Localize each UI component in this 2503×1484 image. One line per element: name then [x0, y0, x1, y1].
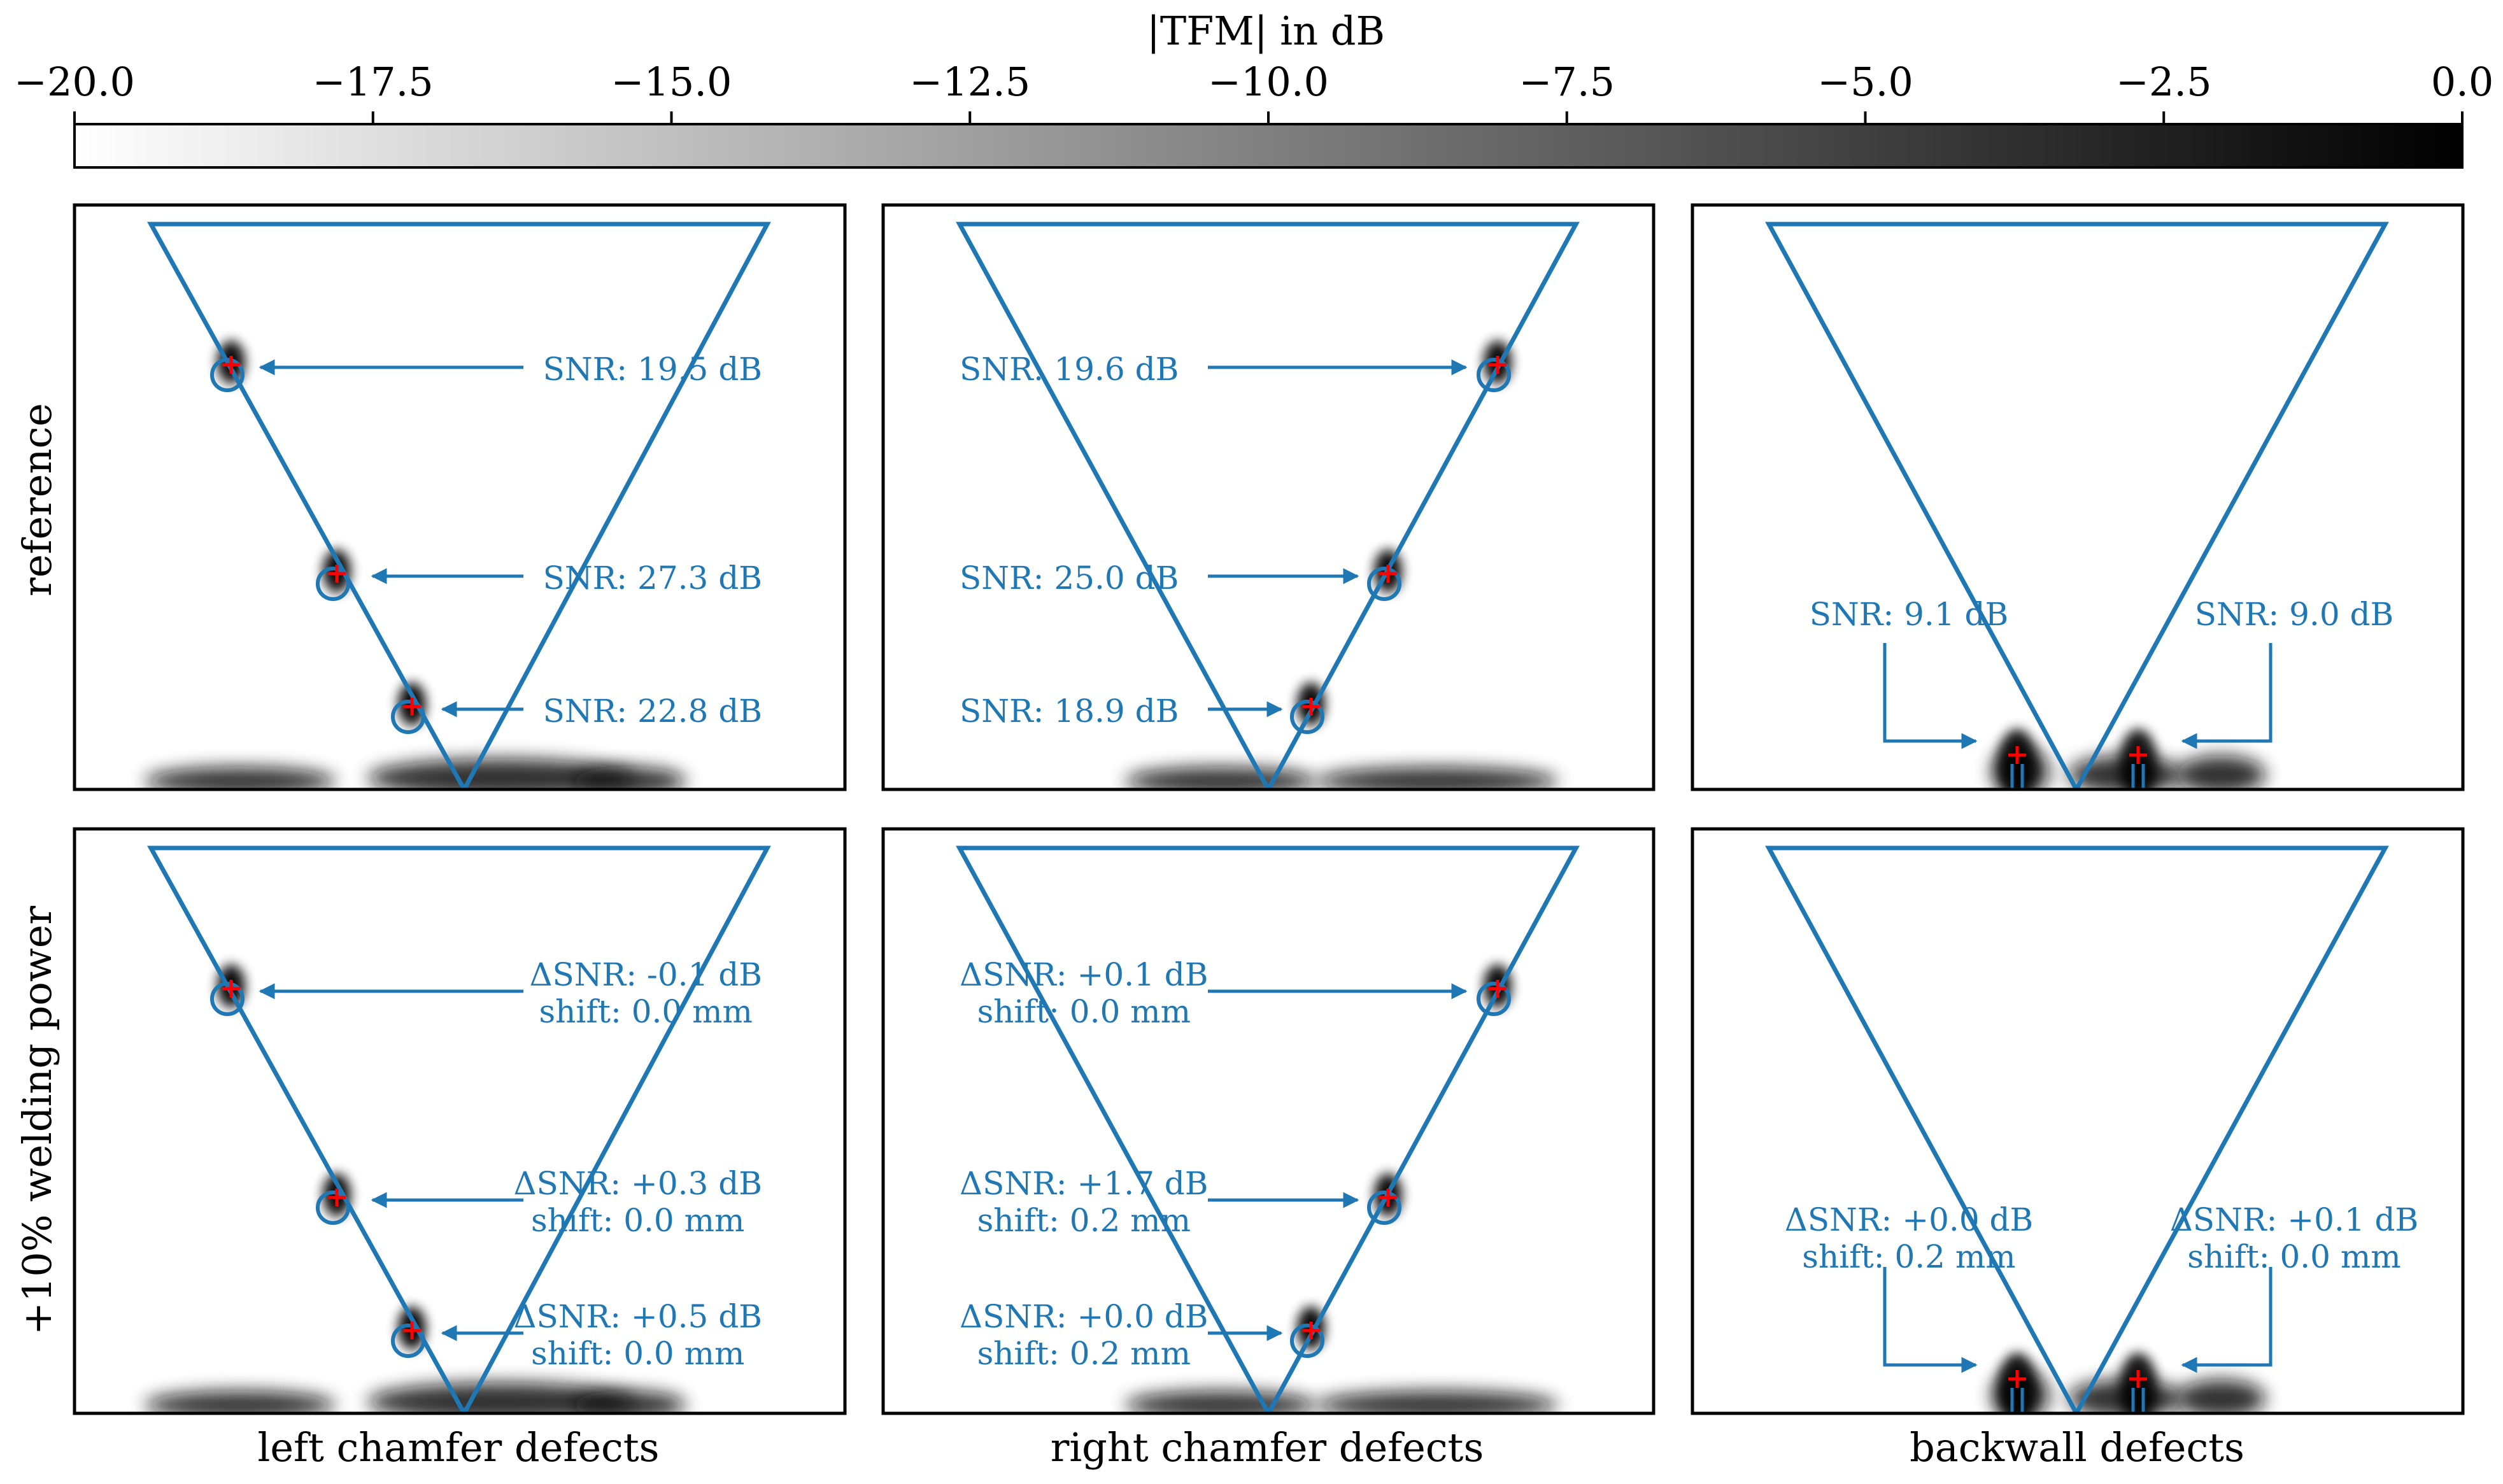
annotation-text: ΔSNR: +0.5 dB: [513, 1298, 762, 1335]
defect-marker-circle: [210, 982, 245, 1016]
heatmap-blob: [145, 1391, 336, 1413]
column-label-backwall: backwall defects: [1910, 1424, 2244, 1471]
annotation-arrow: [1883, 643, 1978, 749]
colorbar-tick-label: 0.0: [2431, 59, 2494, 105]
heatmap-blob: [1316, 1391, 1558, 1413]
weld-geometry-outline: [956, 222, 1580, 789]
panel-reference-left-chamfer-defects: SNR: 19.5 dB SNR: 27.3 dB SNR: 22.8 dB: [73, 203, 847, 791]
annotation-text: SNR: 18.9 dB: [960, 693, 1179, 730]
colorbar-tick-label: −12.5: [909, 59, 1030, 105]
annotation-text: SNR: 19.6 dB: [960, 351, 1179, 388]
heatmap-blob: [145, 767, 336, 789]
heatmap-blob: [1316, 767, 1558, 789]
defect-marker-circle: [1367, 567, 1401, 601]
panel-content: SNR: 19.6 dB SNR: 25.0 dB SNR: 18.9 dB: [956, 222, 1580, 789]
colorbar: |TFM| in dB −20.0 −17.5 −15.0 −12.5 −10.0 −7.…: [14, 8, 2493, 169]
colorbar-tick-label: −15.0: [611, 59, 732, 105]
annotation-text: SNR: 27.3 dB: [543, 560, 762, 597]
annotation-text: shift: 0.0 mm: [539, 993, 753, 1030]
colorbar-label: |TFM| in dB: [1147, 8, 1385, 54]
defect-marker-circle: [316, 567, 350, 601]
colorbar-tick-label: −2.5: [2116, 59, 2212, 105]
colorbar-ticks: −20.0 −17.5 −15.0 −12.5 −10.0 −7.5 −5.0 −2.5 0.0: [14, 59, 2493, 124]
annotation-text: ΔSNR: +0.1 dB: [2170, 1201, 2419, 1238]
panel-reference-right-chamfer-defects: SNR: 19.6 dB SNR: 25.0 dB SNR: 18.9 dB: [881, 203, 1656, 791]
weld-geometry-outline: [147, 845, 771, 1413]
colorbar-tick-label: −10.0: [1208, 59, 1329, 105]
annotation-text: ΔSNR: +0.3 dB: [513, 1165, 762, 1202]
annotation-arrow: [2181, 643, 2273, 749]
annotation-text: SNR: 19.5 dB: [543, 351, 762, 388]
panel-frame: [881, 827, 1656, 1415]
defect-marker-circle: [391, 1324, 425, 1358]
defect-marker-circle: [1367, 1191, 1401, 1225]
column-label-left-chamfer: left chamfer defects: [258, 1424, 660, 1471]
panel-frame: [73, 827, 847, 1415]
heatmap-blob: [1125, 1391, 1316, 1413]
annotation-text: SNR: 25.0 dB: [960, 560, 1179, 597]
colorbar-tick-label: −7.5: [1519, 59, 1615, 105]
annotation-text: shift: 0.0 mm: [2187, 1238, 2400, 1275]
weld-geometry-outline: [956, 845, 1580, 1413]
panel-frame: [73, 203, 847, 791]
heatmap-blob: [367, 759, 635, 789]
defect-marker-circle: [316, 1191, 350, 1225]
defect-marker-circle: [1477, 982, 1511, 1016]
heatmap-blob: [2176, 756, 2265, 789]
annotation-text: shift: 0.0 mm: [531, 1202, 744, 1239]
panel-frame: [1691, 827, 2465, 1415]
annotation-arrow: [2181, 1267, 2273, 1373]
defect-marker-circle: [1290, 1324, 1324, 1358]
row-label-welding-power: +10% welding power: [14, 905, 60, 1335]
colorbar-gradient: [73, 123, 2464, 169]
weld-geometry-outline: [147, 222, 771, 789]
panel-reference-backwall-defects: SNR: 9.1 dB SNR: 9.0 dB: [1691, 203, 2465, 791]
annotation-arrow: [1883, 1267, 1978, 1373]
defect-marker-circle: [1477, 358, 1511, 392]
annotation-text: shift: 0.0 mm: [531, 1335, 744, 1372]
annotation-text: shift: 0.2 mm: [977, 1335, 1191, 1372]
heatmap-blob: [367, 1383, 635, 1413]
annotation-text: ΔSNR: +0.1 dB: [960, 956, 1209, 993]
annotation-text: ΔSNR: +1.7 dB: [960, 1165, 1209, 1202]
annotation-text: shift: 0.2 mm: [977, 1202, 1191, 1239]
weld-geometry-outline: [1765, 845, 2389, 1413]
weld-geometry-outline: [1765, 222, 2389, 789]
colorbar-tick-label: −5.0: [1817, 59, 1913, 105]
heatmap-blob: [2176, 1380, 2265, 1413]
annotation-text: SNR: 9.1 dB: [1810, 596, 2009, 633]
annotation-text: ΔSNR: +0.0 dB: [960, 1298, 1209, 1335]
panel-content: SNR: 9.1 dB SNR: 9.0 dB: [1765, 222, 2394, 789]
heatmap-blob: [571, 1391, 686, 1413]
panel-frame: [1691, 203, 2465, 791]
defect-marker-circle: [210, 358, 245, 392]
annotation-text: SNR: 22.8 dB: [543, 693, 762, 730]
annotation-text: shift: 0.2 mm: [1802, 1238, 2015, 1275]
annotation-text: SNR: 9.0 dB: [2195, 596, 2394, 633]
colorbar-tick-label: −17.5: [313, 59, 434, 105]
heatmap-blob: [571, 767, 686, 789]
panel-frame: [881, 203, 1656, 791]
defect-marker-circle: [391, 700, 425, 734]
panel-content: SNR: 19.5 dB SNR: 27.3 dB SNR: 22.8 dB: [145, 222, 771, 789]
annotation-text: ΔSNR: +0.0 dB: [1785, 1201, 2034, 1238]
heatmap-blob: [1125, 767, 1316, 789]
column-label-right-chamfer: right chamfer defects: [1051, 1424, 1484, 1471]
defect-marker-circle: [1290, 700, 1324, 734]
row-label-reference: reference: [14, 403, 60, 597]
colorbar-tick-label: −20.0: [14, 59, 135, 105]
annotation-text: ΔSNR: -0.1 dB: [529, 956, 762, 993]
annotation-text: shift: 0.0 mm: [977, 993, 1191, 1030]
